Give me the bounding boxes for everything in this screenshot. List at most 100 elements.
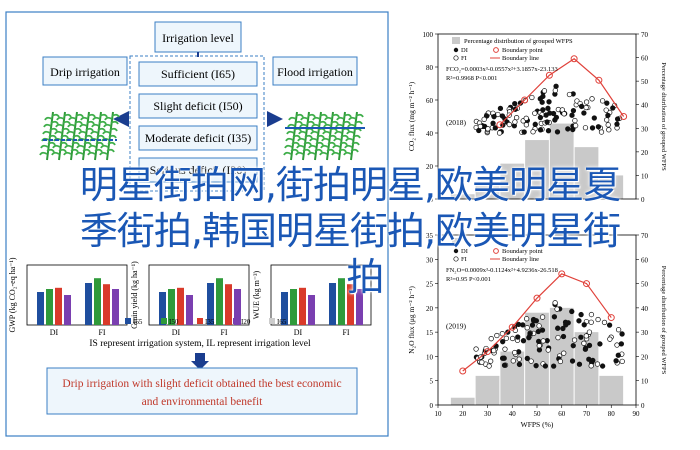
legend-boundary-line: Boundary line	[502, 256, 539, 263]
x-tick-label: 40	[509, 410, 517, 418]
di-point	[606, 322, 613, 328]
fi-point	[540, 338, 546, 344]
footer-note: IS represent irrigation system, IL repre…	[89, 339, 311, 349]
di-point	[586, 342, 593, 349]
fi-point	[536, 323, 542, 329]
small-chart-bar	[37, 292, 44, 325]
small-chart-bar	[85, 283, 92, 325]
fi-point	[599, 98, 606, 104]
boundary-line	[462, 273, 612, 372]
fi-point	[481, 116, 487, 122]
small-chart-ylabel: Grain yield (kg ha⁻¹)	[130, 261, 139, 329]
drip-irrigation-box	[42, 56, 128, 86]
fi-point	[496, 130, 503, 136]
fi-point	[528, 358, 534, 364]
equation: FN₂O=0.0009x³-0.1124x²+4.9236x-26.518	[446, 267, 558, 274]
fi-point	[513, 114, 520, 121]
di-point	[492, 125, 498, 131]
di-point	[614, 121, 620, 127]
y-axis-label: N₂O flux (μg m⁻² h⁻¹)	[407, 286, 416, 354]
left-arrow-icon	[113, 111, 129, 127]
legend-fi: FI	[461, 256, 467, 263]
boundary-point	[496, 121, 504, 129]
boundary-line	[499, 57, 625, 126]
drip-irrigation-label: Drip irrigation	[50, 65, 120, 79]
y-tick-label: 10	[426, 353, 434, 361]
small-chart-bar	[168, 289, 175, 325]
di-point	[578, 103, 585, 110]
fi-point	[619, 358, 625, 365]
y-tick-label: 80	[426, 64, 434, 72]
di-point	[582, 346, 589, 352]
fi-point	[566, 91, 573, 98]
fi-point	[479, 359, 485, 365]
year-label: (2019)	[446, 322, 466, 331]
level-box	[138, 157, 258, 183]
y2-tick-label: 10	[641, 172, 649, 180]
wfps-bar	[599, 375, 624, 405]
di-point	[605, 112, 611, 119]
fi-point	[595, 316, 601, 323]
legend-item: I35	[205, 318, 215, 326]
fi-point	[561, 111, 567, 117]
small-chart-bar	[177, 287, 184, 325]
fi-point	[583, 99, 590, 105]
di-point	[491, 114, 497, 120]
di-point	[529, 322, 536, 328]
di-point	[578, 334, 584, 340]
small-chart-bar	[46, 289, 53, 325]
di-point	[599, 363, 606, 369]
x-tick-label: 90	[633, 410, 641, 418]
y-tick-label: 35	[426, 232, 434, 240]
level-box	[138, 61, 258, 87]
fi-point	[598, 129, 605, 135]
wfps-bar	[599, 175, 624, 199]
di-point	[578, 311, 584, 318]
x-axis-label: WFPS (%)	[521, 420, 554, 429]
level-box	[138, 125, 258, 151]
y-tick-label: 15	[426, 329, 434, 337]
di-point	[526, 335, 532, 341]
small-chart-bar	[186, 295, 193, 325]
fi-point	[583, 333, 589, 339]
di-point	[546, 99, 552, 105]
di-point	[499, 113, 506, 119]
fi-point	[509, 335, 516, 342]
di-point	[516, 361, 523, 368]
legend-boundary-point: Boundary point	[502, 47, 543, 54]
small-chart-bar	[299, 287, 306, 325]
legend-item: I65	[133, 318, 143, 326]
fi-point	[571, 337, 578, 343]
small-chart-bar	[103, 284, 110, 325]
y-tick-label: 5	[430, 378, 434, 386]
chart-title: Percentage distribution of grouped WFPS	[464, 38, 573, 45]
di-point	[497, 105, 504, 112]
small-chart-group: DI	[172, 328, 181, 337]
small-chart-group: DI	[50, 328, 59, 337]
fi-point	[477, 123, 483, 130]
fi-point	[552, 300, 558, 306]
di-point	[576, 318, 582, 324]
fi-point	[523, 115, 529, 121]
small-chart-group: FI	[342, 328, 349, 337]
y-tick-label: 20	[426, 305, 434, 313]
figure-a-graphic: Irrigation level Drip irrigation Flood i…	[5, 11, 389, 437]
wfps-bar	[450, 194, 475, 199]
small-chart-bar	[64, 295, 71, 325]
y-tick-label: 0	[430, 402, 434, 410]
r-squared: R²=0.9968 P<0.001	[446, 75, 497, 82]
di-point	[515, 334, 521, 340]
di-point	[535, 328, 542, 335]
di-point	[560, 325, 566, 332]
boundary-point	[583, 280, 590, 288]
di-point	[521, 129, 527, 135]
boundary-point	[459, 367, 467, 375]
small-chart-bar	[159, 292, 166, 325]
fi-point	[614, 342, 620, 348]
y-tick-label: 20	[426, 163, 434, 171]
di-point	[610, 105, 616, 111]
year-label: (2018)	[446, 118, 466, 127]
y2-tick-label: 0	[641, 402, 645, 410]
di-point	[613, 358, 619, 364]
y-tick-label: 60	[426, 97, 434, 105]
